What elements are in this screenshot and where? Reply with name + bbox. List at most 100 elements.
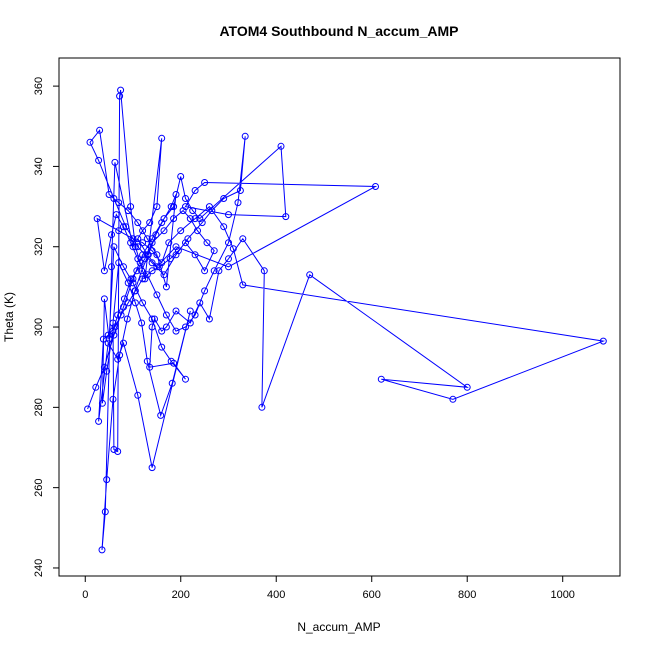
data-point [103, 476, 111, 484]
data-point [134, 235, 142, 243]
data-point [98, 399, 106, 407]
data-point [111, 323, 119, 331]
data-point [239, 235, 247, 243]
data-point [148, 464, 156, 472]
data-point [109, 395, 117, 403]
data-point [111, 158, 119, 166]
data-point [103, 367, 111, 375]
data-point [153, 251, 161, 259]
data-point [148, 259, 156, 267]
data-point [220, 223, 228, 231]
data-point [162, 323, 170, 331]
data-point [158, 219, 166, 227]
data-point [100, 363, 108, 371]
data-point [134, 219, 142, 227]
data-point [92, 383, 100, 391]
data-point [131, 299, 139, 307]
data-point [148, 267, 156, 275]
data-point [205, 203, 213, 211]
data-point [139, 239, 147, 247]
data-point [277, 142, 285, 150]
data-point [120, 303, 127, 311]
data-point [116, 351, 124, 359]
data-point [449, 395, 457, 403]
data-point [196, 215, 204, 223]
data-point [139, 275, 147, 283]
data-point [258, 403, 266, 411]
y-axis: 240 260 280 300 320 340 360 [33, 77, 60, 577]
data-point [234, 199, 242, 207]
data-point [95, 417, 103, 425]
data-point [124, 299, 132, 307]
data-point [117, 311, 125, 319]
data-point [120, 339, 127, 347]
data-point [191, 215, 199, 223]
data-point [191, 311, 199, 319]
data-point [129, 275, 137, 283]
data-point [170, 215, 178, 223]
data-point [133, 267, 141, 275]
x-tick-label: 200 [172, 589, 190, 601]
data-point [172, 307, 180, 315]
data-point [143, 235, 151, 243]
data-point [114, 355, 122, 363]
y-tick-label: 340 [33, 157, 45, 175]
data-point [129, 279, 137, 287]
x-axis: 0 200 400 600 800 1000 [82, 575, 575, 601]
data-point [172, 327, 180, 335]
data-point [104, 339, 112, 347]
y-tick-label: 300 [33, 318, 45, 336]
data-point [123, 315, 131, 323]
data-point [168, 379, 176, 387]
x-tick-label: 1000 [550, 589, 574, 601]
data-point [152, 231, 160, 239]
data-point [167, 357, 175, 365]
data-point [306, 271, 314, 279]
data-point [210, 247, 218, 255]
data-point [220, 195, 228, 202]
data-point [599, 337, 607, 345]
data-point [115, 199, 123, 207]
data-point [93, 215, 101, 223]
data-point [86, 138, 94, 146]
data-point [239, 281, 247, 289]
data-point [138, 267, 146, 275]
data-point [186, 215, 194, 223]
data-point [162, 311, 170, 319]
data-point [117, 86, 125, 94]
data-point [225, 211, 232, 219]
y-axis-label: Theta (K) [2, 292, 16, 342]
data-point [110, 446, 118, 453]
data-point [115, 259, 123, 267]
data-point [463, 383, 471, 391]
data-point [191, 251, 199, 259]
data-point [141, 275, 149, 283]
data-point [201, 179, 209, 186]
data-point [186, 319, 194, 327]
x-tick-label: 800 [458, 589, 476, 601]
data-point [151, 315, 158, 323]
data-point [114, 448, 122, 455]
data-point [182, 375, 189, 383]
data-point [158, 134, 166, 142]
x-tick-label: 400 [267, 589, 285, 601]
y-tick-label: 320 [33, 238, 45, 256]
data-point [186, 307, 194, 315]
data-point [166, 255, 174, 263]
data-point [225, 255, 232, 263]
data-point [148, 247, 156, 255]
data-point [148, 235, 156, 243]
data-point [101, 508, 109, 516]
data-point [215, 267, 223, 275]
data-point [143, 357, 151, 365]
data-point [115, 227, 123, 235]
data-point [196, 299, 204, 307]
data-point [99, 335, 107, 343]
series-layer [84, 86, 607, 554]
data-point [155, 263, 163, 271]
data-point [377, 375, 385, 383]
data-point [131, 243, 139, 251]
data-point [105, 191, 113, 198]
data-point [172, 243, 180, 251]
data-point [110, 195, 118, 202]
